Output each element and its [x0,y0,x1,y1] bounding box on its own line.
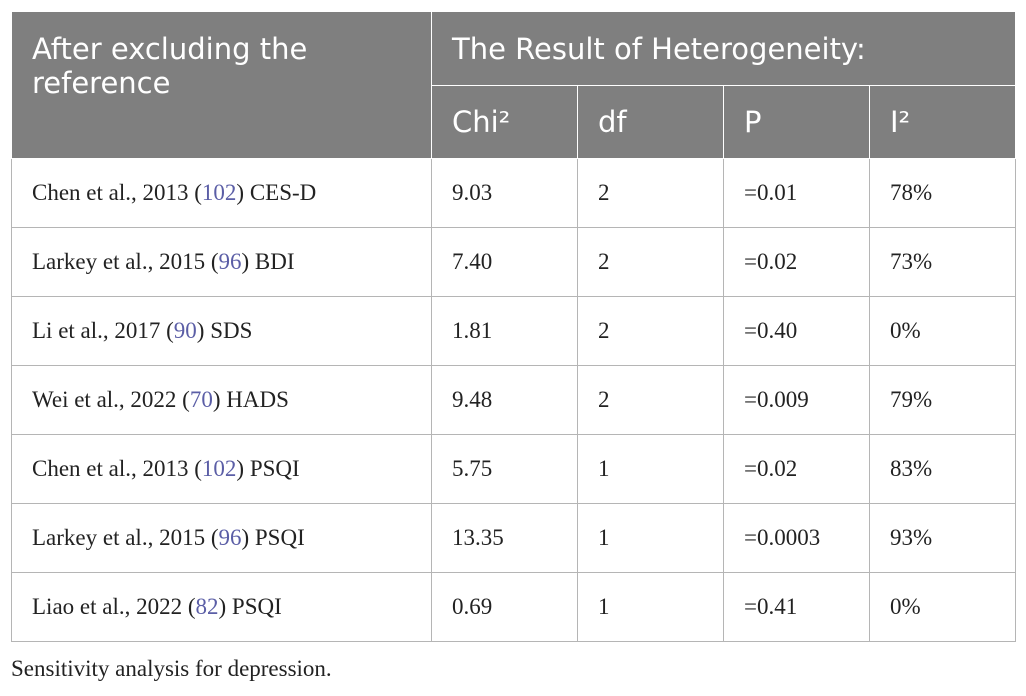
header-row: After excluding the reference The Result… [11,11,1017,159]
study-text: Chen et al., 2013 ( [32,456,202,481]
caption: Sensitivity analysis for depression. [11,656,332,681]
value-cell: 1 [577,572,724,642]
table-body: Chen et al., 2013 (102) CES-D 9.03 2 =0.01 7… [11,158,1017,642]
column-header: I² [868,85,1017,159]
value-cell: 83% [868,434,1017,504]
study-text: ) PSQI [218,594,282,619]
value-cell: 0% [868,296,1017,366]
column-header: Chi² [431,85,578,159]
value-cell: 0% [868,572,1017,642]
study-text: Larkey et al., 2015 ( [32,525,219,550]
value-cell: =0.02 [723,434,870,504]
reference-link: 102 [201,180,237,205]
reference-link: 82 [195,594,219,619]
value-cell: 73% [868,227,1017,297]
value-cell: 2 [577,296,724,366]
value-cell: 5.75 [431,434,578,504]
study-cell: Liao et al., 2022 (82) PSQI [11,572,432,642]
column-header: P [723,85,870,159]
study-cell: Wei et al., 2022 (70) HADS [11,365,432,435]
table-row: Chen et al., 2013 (102) CES-D 9.03 2 =0.01 7… [11,158,1017,228]
reference-link: 90 [173,318,197,343]
table-head: After excluding the reference The Result… [11,11,1017,159]
group-header: The Result of Heterogeneity: [430,11,1017,86]
table-row: Liao et al., 2022 (82) PSQI 0.69 1 =0.41 0% [11,572,1017,642]
value-cell: =0.0003 [723,503,870,573]
value-cell: =0.40 [723,296,870,366]
study-text: ) SDS [196,318,253,343]
table-wrap: After excluding the reference The Result… [11,11,1017,642]
study-text: Larkey et al., 2015 ( [32,249,219,274]
reference-link: 102 [201,456,237,481]
value-cell: =0.01 [723,158,870,228]
study-cell: Chen et al., 2013 (102) PSQI [11,434,432,504]
column-header: df [577,85,724,159]
row-label-header: After excluding the reference [11,11,432,159]
study-text: Liao et al., 2022 ( [32,594,196,619]
table-row: Larkey et al., 2015 (96) PSQI 13.35 1 =0.00… [11,503,1017,573]
value-cell: 2 [577,227,724,297]
study-text: Chen et al., 2013 ( [32,180,202,205]
study-cell: Li et al., 2017 (90) SDS [11,296,432,366]
study-text: ) CES-D [236,180,317,205]
value-cell: 1 [577,503,724,573]
value-cell: 78% [868,158,1017,228]
reference-link: 70 [189,387,213,412]
header-row: Chi² df P I² [12,85,1017,159]
value-cell: 9.03 [431,158,578,228]
study-cell: Larkey et al., 2015 (96) BDI [11,227,432,297]
study-cell: Chen et al., 2013 (102) CES-D [11,158,432,228]
value-cell: 9.48 [431,365,578,435]
value-cell: 0.69 [431,572,578,642]
study-text: ) BDI [241,249,295,274]
value-cell: 79% [868,365,1017,435]
study-text: ) PSQI [236,456,300,481]
value-cell: 2 [577,158,724,228]
study-text: ) HADS [212,387,289,412]
study-text: ) PSQI [241,525,305,550]
value-cell: =0.41 [723,572,870,642]
value-cell: 2 [577,365,724,435]
study-text: Wei et al., 2022 ( [32,387,190,412]
table-row: Larkey et al., 2015 (96) BDI 7.40 2 =0.02 73… [11,227,1017,297]
study-cell: Larkey et al., 2015 (96) PSQI [11,503,432,573]
value-cell: 1 [577,434,724,504]
value-cell: 1.81 [431,296,578,366]
value-cell: =0.009 [723,365,870,435]
reference-link: 96 [218,525,242,550]
table: After excluding the reference The Result… [11,11,1017,642]
table-row: Li et al., 2017 (90) SDS 1.81 2 =0.40 0% [11,296,1017,366]
value-cell: 93% [868,503,1017,573]
value-cell: 7.40 [431,227,578,297]
reference-link: 96 [218,249,242,274]
table-row: Wei et al., 2022 (70) HADS 9.48 2 =0.009 79% [11,365,1017,435]
value-cell: 13.35 [431,503,578,573]
table-row: Chen et al., 2013 (102) PSQI 5.75 1 =0.02 83… [11,434,1017,504]
study-text: Li et al., 2017 ( [32,318,174,343]
value-cell: =0.02 [723,227,870,297]
